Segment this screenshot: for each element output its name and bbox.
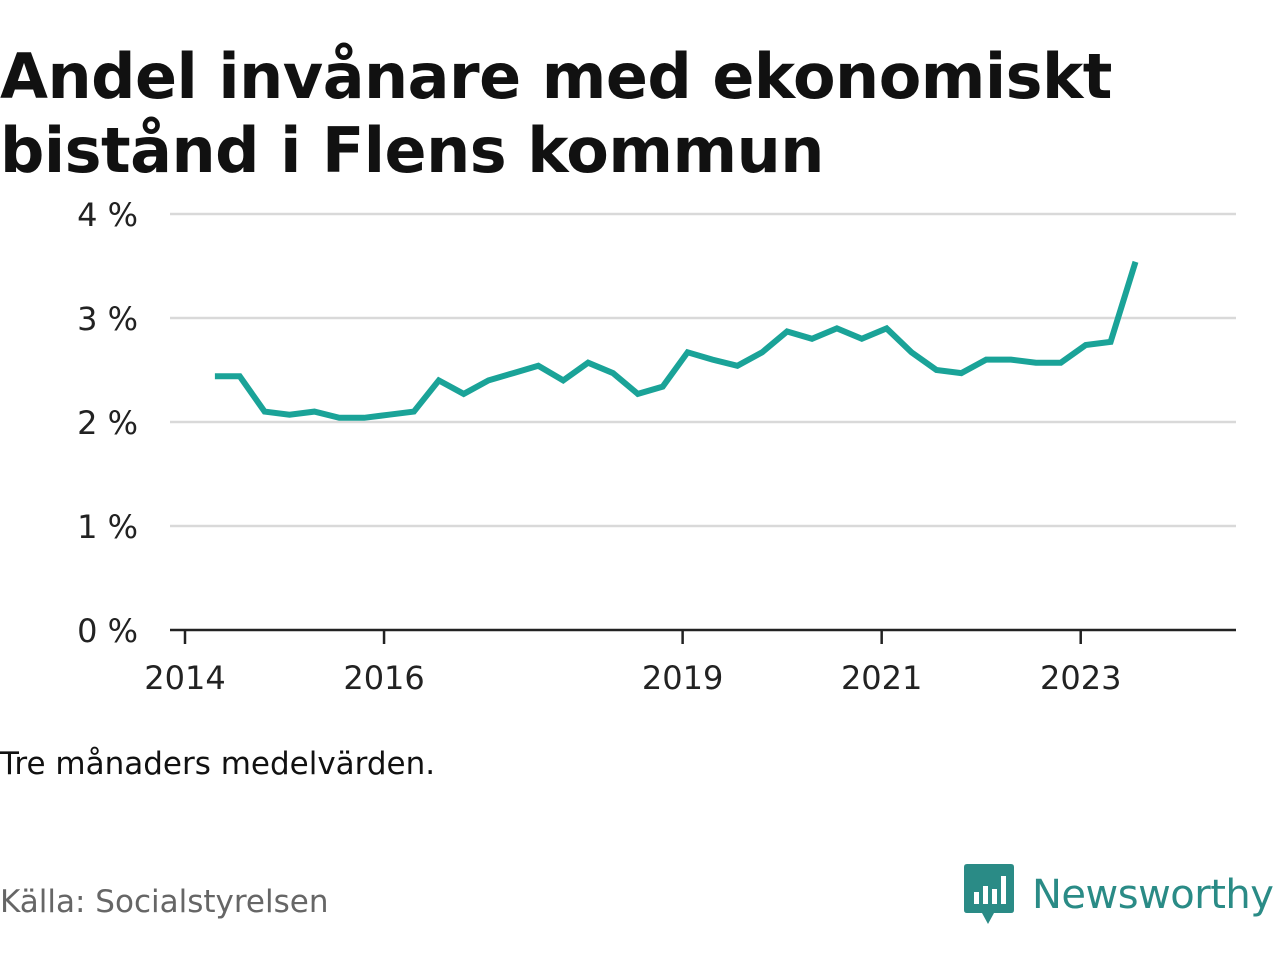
series-layer: [214, 260, 1139, 421]
logo-name: Newsworthy: [1032, 872, 1274, 918]
x-tick-label: 2014: [144, 659, 225, 697]
x-axis: 2014 2016 2019 2021 2023: [144, 628, 1236, 697]
chart-title: Andel invånare med ekonomiskt bistånd i …: [0, 40, 1112, 187]
newsworthy-logo-icon: [964, 864, 1014, 924]
y-tick-label: 2 %: [77, 404, 138, 442]
y-tick-label: 3 %: [77, 300, 138, 338]
chart-note: Tre månaders medelvärden.: [0, 746, 436, 782]
x-tick-label: 2023: [1040, 659, 1121, 697]
line-chart: 0 % 1 % 2 % 3 % 4 % 2014 2016 2019 2021 2023: [77, 196, 1236, 697]
gridlines: [170, 212, 1236, 528]
series-line: [214, 260, 1139, 421]
y-tick-label: 0 %: [77, 612, 138, 650]
y-axis-tick-labels: 0 % 1 % 2 % 3 % 4 %: [77, 196, 138, 650]
source-text: Källa: Socialstyrelsen: [0, 884, 329, 920]
x-tick-label: 2021: [841, 659, 922, 697]
newsworthy-logo: Newsworthy: [964, 864, 1274, 926]
x-tick-label: 2019: [642, 659, 723, 697]
y-tick-label: 1 %: [77, 508, 138, 546]
x-tick-label: 2016: [343, 659, 424, 697]
y-tick-label: 4 %: [77, 196, 138, 234]
